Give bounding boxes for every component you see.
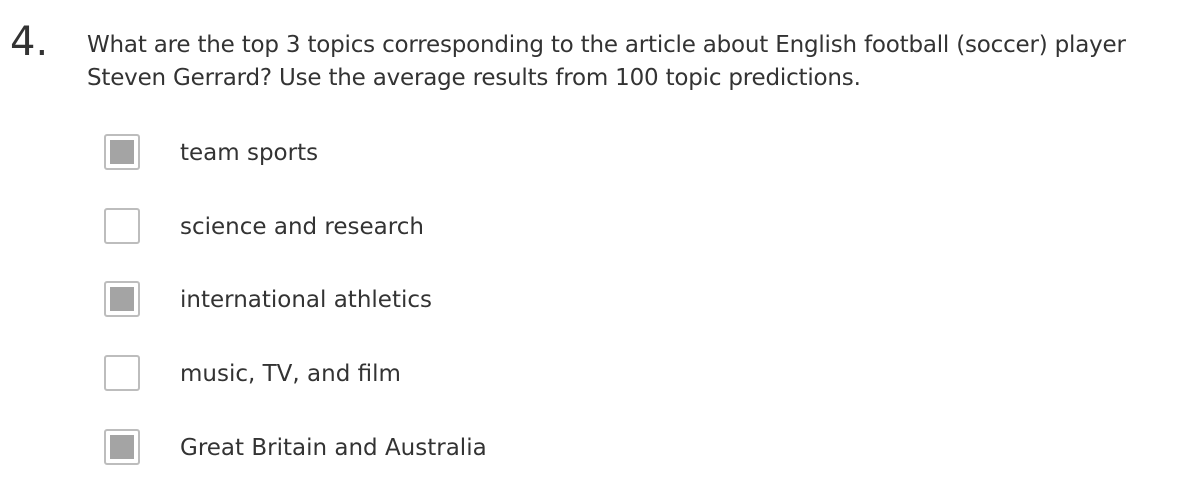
question-text: What are the top 3 topics corresponding … xyxy=(87,32,1126,91)
option-music-tv-and-film[interactable]: music, TV, and film xyxy=(104,355,904,395)
option-label: international athletics xyxy=(180,287,432,313)
option-label: music, TV, and film xyxy=(180,361,401,387)
option-label: team sports xyxy=(180,140,319,166)
option-great-britain-and-australia[interactable]: Great Britain and Australia xyxy=(104,429,904,469)
checkbox[interactable] xyxy=(104,429,140,465)
checkbox[interactable] xyxy=(104,208,140,244)
checkbox[interactable] xyxy=(104,281,140,317)
question-number: 4. xyxy=(10,19,49,65)
checkbox-fill xyxy=(110,435,134,459)
option-label: science and research xyxy=(180,214,424,240)
checkbox[interactable] xyxy=(104,134,140,170)
option-science-and-research[interactable]: science and research xyxy=(104,208,904,248)
checkbox-fill xyxy=(110,140,134,164)
checkbox[interactable] xyxy=(104,355,140,391)
option-label: Great Britain and Australia xyxy=(180,435,487,461)
checkbox-fill xyxy=(110,287,134,311)
option-team-sports[interactable]: team sports xyxy=(104,134,904,174)
option-international-athletics[interactable]: international athletics xyxy=(104,281,904,321)
